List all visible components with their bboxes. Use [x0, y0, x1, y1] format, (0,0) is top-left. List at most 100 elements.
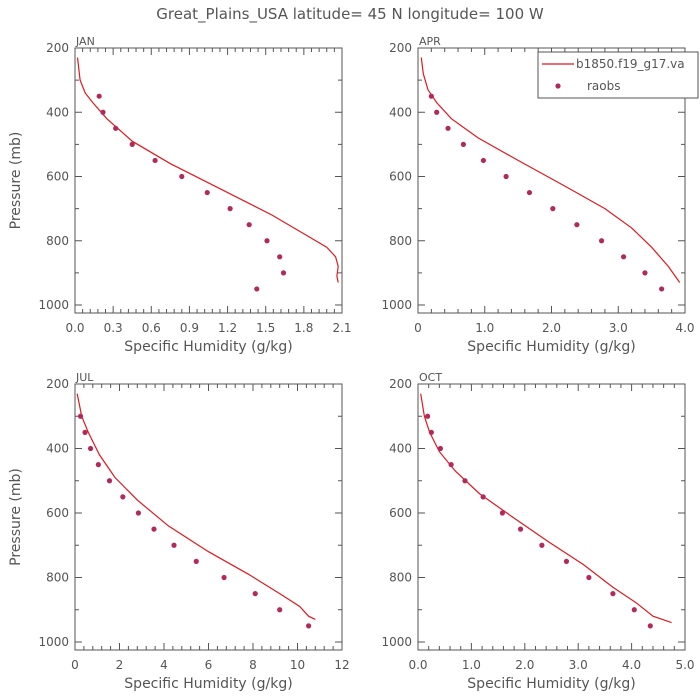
obs-point [526, 189, 533, 196]
y-tick-label: 800 [46, 234, 69, 248]
x-tick-label: 2.0 [515, 658, 534, 672]
obs-point [277, 254, 283, 260]
panel-jan: JAN 0.0 0.3 0.6 0.9 1.2 1.5 1.8 2.1 200 400 600 800 1… [8, 35, 352, 355]
y-tick-label: 800 [389, 234, 412, 248]
obs-point [77, 413, 84, 419]
x-tick-label: 6 [205, 658, 213, 672]
model-line [420, 393, 672, 624]
y-tick-label: 400 [389, 442, 412, 456]
obs-point [550, 206, 556, 212]
obs-point [135, 510, 142, 516]
obs-point [659, 286, 665, 292]
obs-point [306, 623, 312, 629]
obs-point [95, 462, 101, 468]
x-tick-label: 2 [116, 658, 124, 672]
y-tick-label: 600 [46, 170, 69, 184]
y-tick-label: 1000 [381, 298, 412, 312]
obs-point [246, 222, 252, 228]
obs-point [539, 542, 545, 548]
model-line [76, 393, 316, 620]
legend-box [537, 51, 699, 99]
x-tick-label: 12 [334, 658, 349, 672]
obs-point [221, 574, 227, 581]
panel-label: JAN [75, 35, 95, 48]
figure-title: Great_Plains_USA latitude= 45 N longitud… [156, 5, 544, 24]
y-tick-label: 600 [389, 170, 412, 184]
obs-point [87, 445, 94, 452]
y-tick-label: 400 [46, 105, 69, 119]
x-tick-label: 5.0 [675, 658, 694, 672]
y-tick-label: 400 [389, 105, 412, 119]
x-tick-label: 1.0 [462, 658, 481, 672]
obs-point [631, 607, 637, 613]
obs-point [152, 157, 158, 164]
y-tick-label: 600 [46, 506, 69, 520]
x-axis-label: Specific Humidity (g/kg) [124, 676, 292, 692]
y-tick-label: 1000 [38, 298, 69, 312]
x-tick-label: 2.0 [542, 321, 561, 335]
y-tick-label: 200 [46, 41, 69, 55]
x-tick-label: 4.0 [675, 321, 694, 335]
x-tick-label: 0.6 [142, 321, 161, 335]
model-line [76, 57, 339, 283]
obs-point [106, 478, 113, 484]
obs-point [428, 93, 434, 99]
obs-point [642, 270, 648, 276]
legend-marker-swatch [555, 83, 561, 89]
x-tick-label: 0.3 [104, 321, 123, 335]
obs-point [280, 270, 287, 276]
obs-point [503, 173, 509, 180]
obs-point [499, 510, 505, 516]
y-tick-label: 800 [46, 571, 69, 585]
x-tick-label: 4 [160, 658, 168, 672]
obs-point [434, 109, 440, 115]
x-tick-label: 0.0 [65, 321, 84, 335]
obs-point [425, 413, 431, 419]
obs-point [129, 141, 135, 147]
obs-point [227, 206, 233, 212]
obs-point [254, 286, 260, 292]
obs-point [113, 125, 119, 131]
panel-label: APR [419, 35, 441, 48]
x-tick-label: 10 [290, 658, 305, 672]
y-tick-label: 800 [389, 571, 412, 585]
obs-point [277, 607, 283, 613]
x-tick-label: 8 [249, 658, 257, 672]
x-tick-label: 4.0 [622, 658, 641, 672]
y-tick-label: 200 [389, 377, 412, 391]
x-tick-label: 1.5 [256, 321, 275, 335]
panel-jul: JUL 0 2 4 6 8 10 12 200 400 600 800 1000 Specific Hum… [8, 371, 350, 692]
obs-point [610, 591, 616, 597]
plot-frame [417, 383, 686, 651]
obs-point [574, 222, 580, 228]
y-tick-label: 200 [389, 41, 412, 55]
x-tick-label: 1.2 [218, 321, 237, 335]
y-tick-label: 400 [46, 442, 69, 456]
obs-point [151, 526, 157, 532]
obs-point [462, 478, 468, 484]
obs-point [620, 254, 627, 260]
x-tick-label: 1.8 [294, 321, 313, 335]
y-tick-label: 600 [389, 506, 412, 520]
obs-point [204, 189, 210, 196]
obs-point [96, 93, 102, 99]
x-tick-label: 0.0 [408, 658, 427, 672]
plot-frame [74, 47, 343, 314]
legend-label-model: b1850.f19_g17.va [576, 57, 685, 71]
panel-oct: OCT 0.0 1.0 2.0 3.0 4.0 5.0 200 400 600 800 1000 Spe… [381, 371, 694, 692]
x-tick-label: 0 [414, 321, 422, 335]
obs-point [460, 141, 466, 147]
obs-point [193, 558, 199, 564]
panel-apr: APR 0 1.0 2.0 3.0 4.0 200 400 600 800 1000 Specific… [381, 35, 699, 355]
x-tick-label: 2.1 [332, 321, 351, 335]
y-tick-label: 1000 [381, 635, 412, 649]
obs-point [100, 109, 106, 115]
obs-point [586, 574, 592, 581]
obs-point [598, 238, 605, 244]
obs-point [264, 238, 270, 244]
obs-point [120, 494, 126, 500]
x-tick-label: 1.0 [475, 321, 494, 335]
x-tick-label: 0 [71, 658, 79, 672]
